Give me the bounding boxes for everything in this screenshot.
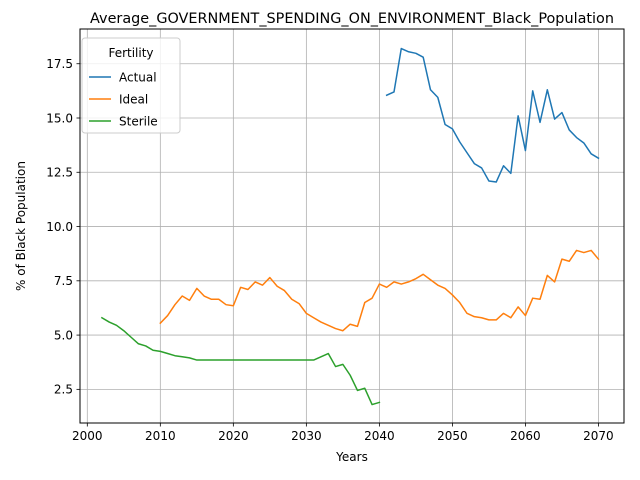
x-tick-label: 2060 [510,429,541,443]
y-axis: 2.5 5.0 7.5 10.0 12.5 15.0 17.5 [46,57,80,397]
series-line-ideal [159,249,600,332]
y-tick-label: 7.5 [54,274,73,288]
x-tick-label: 2070 [583,429,614,443]
x-tick-label: 2050 [437,429,468,443]
legend-label-sterile: Sterile [119,114,158,128]
series-line-actual [385,47,600,183]
x-tick-label: 2030 [291,429,322,443]
y-tick-label: 15.0 [46,111,73,125]
legend-label-actual: Actual [119,70,157,84]
x-tick-label: 2040 [364,429,395,443]
x-tick-label: 2000 [72,429,103,443]
y-tick-label: 2.5 [54,383,73,397]
x-axis: 2000 2010 2020 2030 2040 2050 2060 2070 [72,423,614,443]
plot-frame [79,28,625,424]
legend-label-ideal: Ideal [119,92,148,106]
legend-title: Fertility [108,46,153,60]
y-axis-label: % of Black Population [14,161,28,291]
series-line-sterile [100,316,381,406]
y-tick-label: 17.5 [46,57,73,71]
y-tick-label: 10.0 [46,220,73,234]
y-tick-label: 12.5 [46,166,73,180]
x-tick-label: 2010 [145,429,176,443]
series-group [100,47,600,406]
x-tick-label: 2020 [218,429,249,443]
legend-box [81,37,181,134]
chart-title: Average_GOVERNMENT_SPENDING_ON_ENVIRONME… [90,11,614,27]
legend: Fertility Actual Ideal Sterile [81,37,181,134]
grid-lines [80,29,624,423]
y-tick-label: 5.0 [54,328,73,342]
x-axis-label: Years [335,450,368,464]
